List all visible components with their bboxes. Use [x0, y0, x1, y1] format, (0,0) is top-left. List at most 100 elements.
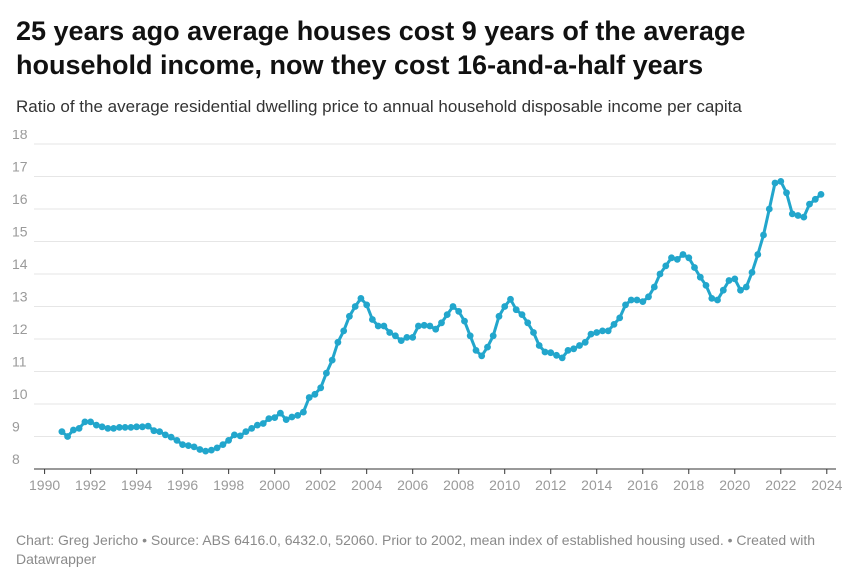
data-point	[656, 270, 664, 278]
data-point	[202, 447, 210, 455]
data-point	[466, 332, 474, 340]
data-point	[231, 431, 238, 439]
data-point	[719, 286, 727, 294]
data-point	[259, 420, 267, 427]
data-point	[351, 303, 359, 310]
data-point	[323, 369, 330, 377]
data-point	[662, 262, 670, 270]
data-point	[489, 332, 497, 340]
data-point	[535, 342, 543, 349]
footer-created: Created with Datawrapper	[16, 532, 815, 567]
data-point	[702, 282, 710, 289]
data-point	[725, 277, 733, 284]
data-point	[185, 442, 192, 449]
x-tick-label: 2020	[719, 477, 750, 493]
data-point	[754, 251, 762, 258]
data-point	[415, 322, 422, 330]
data-point	[150, 427, 158, 435]
data-point	[777, 178, 785, 185]
x-tick-label: 2010	[489, 477, 520, 493]
data-point	[449, 303, 457, 310]
footer-credit: Chart: Greg Jericho	[16, 532, 139, 548]
data-point	[524, 319, 532, 327]
data-point	[386, 329, 394, 336]
data-point	[167, 433, 175, 441]
data-point	[93, 421, 100, 429]
data-point	[639, 298, 647, 305]
data-point	[409, 334, 417, 341]
data-point	[553, 351, 560, 359]
data-point	[495, 312, 503, 320]
x-tick-label: 1994	[121, 477, 152, 493]
data-point	[328, 356, 336, 364]
data-point	[599, 327, 606, 335]
data-point	[650, 283, 658, 291]
data-point	[64, 433, 71, 440]
y-tick-label: 16	[12, 191, 28, 207]
x-axis-ticks: 1990 1992 1994 1996 1998 2000 2002 2004 2006 2008…	[29, 469, 843, 493]
data-point	[420, 321, 428, 329]
data-point	[461, 317, 468, 325]
chart-title: 25 years ago average houses cost 9 years…	[16, 16, 746, 80]
data-point	[173, 437, 181, 444]
data-point	[576, 342, 583, 349]
x-tick-label: 2000	[259, 477, 290, 493]
y-tick-label: 15	[12, 224, 28, 240]
data-point	[708, 295, 716, 302]
data-point	[679, 251, 687, 258]
data-point	[541, 348, 549, 356]
data-point	[87, 418, 94, 426]
x-tick-label: 2012	[535, 477, 566, 493]
data-point	[518, 311, 526, 318]
y-tick-label: 13	[12, 289, 28, 305]
data-point	[190, 443, 198, 451]
data-point	[501, 303, 509, 310]
x-tick-label: 2022	[765, 477, 796, 493]
data-point	[265, 415, 273, 422]
data-point	[806, 200, 813, 208]
data-point	[104, 425, 112, 432]
data-point	[363, 301, 371, 309]
data-point	[58, 428, 66, 435]
data-point	[811, 195, 819, 203]
data-point	[512, 306, 520, 314]
data-point	[162, 431, 169, 439]
data-point	[403, 334, 411, 341]
data-point	[127, 424, 135, 431]
data-point	[748, 269, 756, 276]
data-point	[340, 327, 348, 335]
y-tick-label: 12	[12, 321, 28, 337]
x-tick-label: 1990	[29, 477, 60, 493]
data-point	[156, 428, 164, 435]
data-point	[760, 231, 767, 239]
data-point	[121, 424, 129, 431]
data-point	[771, 179, 779, 187]
data-point	[783, 189, 790, 197]
x-tick-label: 2024	[811, 477, 842, 493]
x-tick-label: 1996	[167, 477, 198, 493]
data-point	[369, 316, 376, 323]
chart-subtitle: Ratio of the average residential dwellin…	[16, 97, 742, 116]
y-axis-ticks: 8 9 10 11 12 13 14 15 16 17 18	[12, 130, 28, 467]
data-point	[484, 343, 491, 351]
data-point	[558, 354, 566, 362]
data-point	[139, 423, 146, 431]
data-point	[432, 325, 440, 333]
data-point	[144, 422, 152, 430]
grid-lines	[34, 143, 836, 470]
x-tick-label: 2006	[397, 477, 428, 493]
data-point	[794, 212, 802, 219]
data-point	[179, 441, 187, 448]
data-point	[478, 352, 486, 360]
chart-footer: Chart: Greg Jericho • Source: ABS 6416.0…	[16, 531, 846, 569]
data-point	[633, 296, 641, 304]
data-point	[334, 338, 342, 346]
data-point	[627, 296, 635, 304]
data-point	[225, 437, 233, 444]
data-point	[300, 408, 307, 416]
data-point	[311, 390, 319, 398]
data-point	[277, 409, 284, 417]
data-point	[616, 314, 624, 322]
x-tick-label: 2008	[443, 477, 474, 493]
y-tick-label: 11	[12, 354, 27, 370]
